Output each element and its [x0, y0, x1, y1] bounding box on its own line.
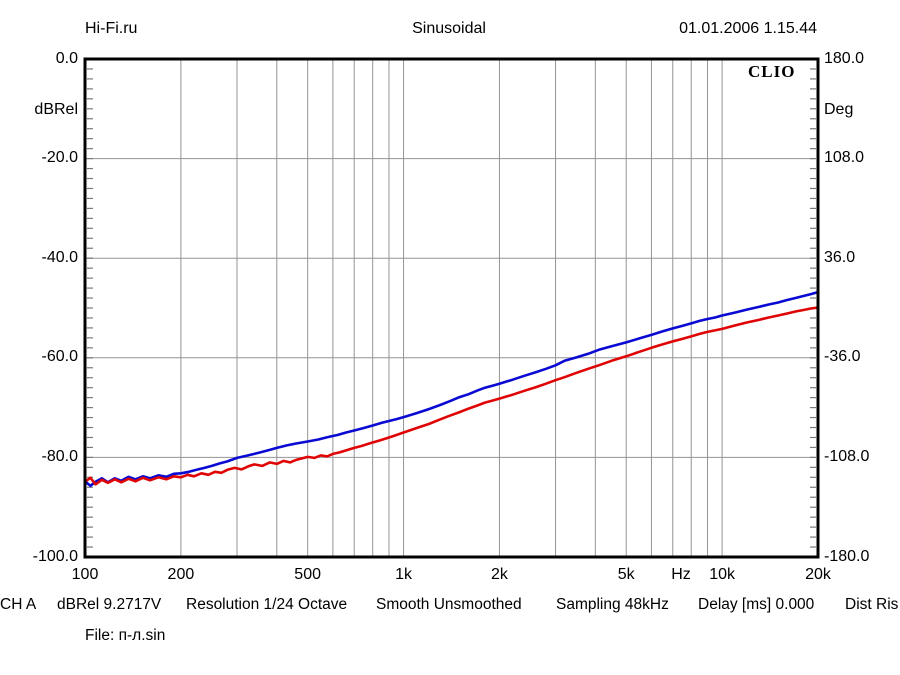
- y-left-tick-label: -40.0: [41, 248, 78, 266]
- x-tick-label: 1k: [395, 566, 412, 583]
- y-left-tick-label: -80.0: [41, 447, 78, 465]
- y-axis-right-unit-label: Deg: [824, 101, 854, 118]
- y-right-tick-label: 108.0: [824, 149, 865, 167]
- x-tick-label: 200: [167, 566, 195, 583]
- clio-logo: CLIO: [748, 62, 796, 81]
- plot-border: [83, 57, 820, 559]
- header-site-label: Hi-Fi.ru: [85, 20, 138, 37]
- y-right-tick-label: -108.0: [824, 447, 870, 465]
- header-measurement-type: Sinusoidal: [412, 20, 486, 37]
- x-tick-label: 100: [71, 566, 99, 583]
- y-left-tick-label: -60.0: [41, 348, 78, 366]
- x-tick-label: 5k: [617, 566, 635, 583]
- y-left-tick-label: -100.0: [32, 547, 78, 565]
- file-name-label: File: п-л.sin: [85, 627, 166, 644]
- x-tick-label: 20k: [805, 566, 831, 583]
- status-item: Dist Ris: [845, 596, 899, 613]
- x-tick-label: 2k: [490, 566, 508, 583]
- status-item: Delay [ms] 0.000: [698, 596, 815, 613]
- curve-response-red: [86, 306, 817, 486]
- status-item: Sampling 48kHz: [556, 596, 669, 613]
- y-right-tick-label: 36.0: [824, 248, 856, 266]
- status-item: CH A: [0, 596, 37, 613]
- y-right-tick-label: 180.0: [824, 49, 865, 67]
- y-left-tick-label: 0.0: [55, 49, 78, 67]
- y-left-tick-label: -20.0: [41, 149, 78, 167]
- curve-response-blue: [86, 291, 817, 488]
- y-right-tick-label: -36.0: [824, 348, 861, 366]
- x-tick-label: 10k: [709, 566, 735, 583]
- x-tick-label: 500: [294, 566, 322, 583]
- y-right-tick-label: -180.0: [824, 547, 870, 565]
- header-datetime: 01.01.2006 1.15.44: [679, 20, 817, 37]
- status-item: Resolution 1/24 Octave: [186, 596, 348, 613]
- status-item: dBRel 9.2717V: [57, 596, 162, 613]
- y-axis-left-unit-label: dBRel: [34, 101, 78, 118]
- status-item: Smooth Unsmoothed: [376, 596, 522, 613]
- x-axis-unit-label: Hz: [671, 566, 691, 583]
